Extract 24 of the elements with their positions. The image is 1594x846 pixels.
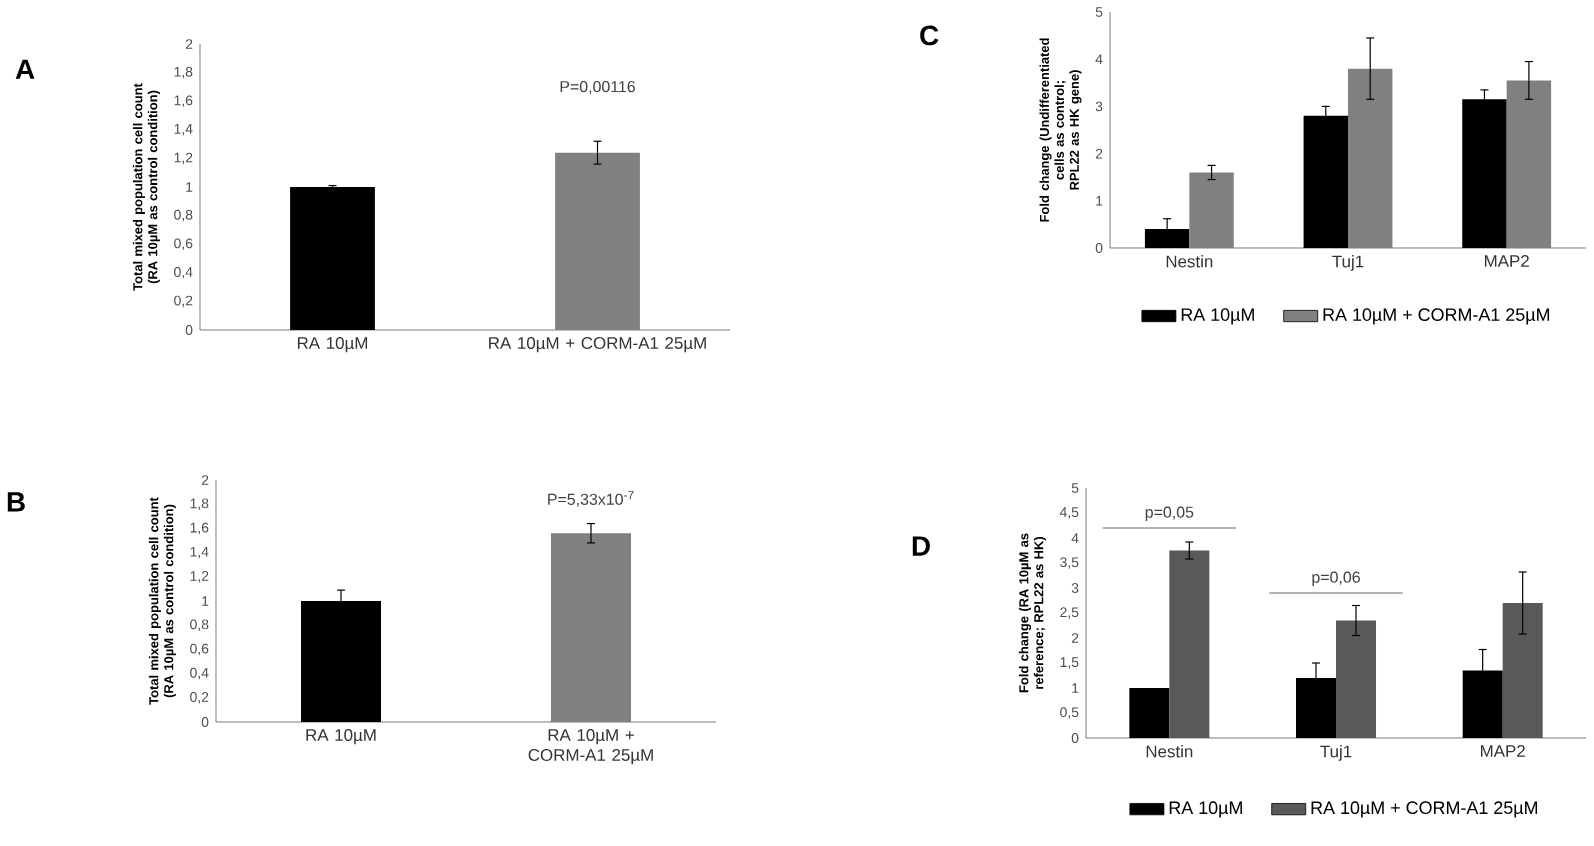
- chart-title: C: [920, 25, 939, 46]
- x-tick-label: Tuj1: [1332, 255, 1364, 271]
- legend-label: RA 10µM: [1181, 308, 1254, 325]
- bar: [1462, 670, 1503, 738]
- bar: [1144, 229, 1190, 248]
- x-tick-label: RA 10µM + CORM-A1 25µM: [528, 729, 653, 765]
- legend-label: RA 10µM + CORM-A1 25µM: [1311, 801, 1538, 818]
- chart-title: B: [7, 492, 25, 512]
- legend-label: RA 10µM: [1169, 801, 1242, 818]
- x-tick-label: MAP2: [1484, 255, 1529, 267]
- bar: [1348, 68, 1393, 248]
- x-tick-label: Nestin: [1146, 745, 1193, 758]
- x-tick-label: Nestin: [1166, 255, 1213, 268]
- chart-title: A: [15, 59, 35, 79]
- bar: [1303, 115, 1349, 248]
- x-tick-label: MAP2: [1481, 745, 1525, 757]
- text: D: [912, 536, 930, 556]
- bar: [1129, 688, 1170, 738]
- bar: [1462, 99, 1507, 248]
- bar: [1296, 678, 1337, 738]
- x-tick-label: Tuj1: [1320, 745, 1352, 761]
- bar: [1506, 80, 1552, 248]
- legend-label: RA 10µM + CORM-A1 25µM: [1323, 308, 1550, 325]
- bar: [1189, 172, 1234, 248]
